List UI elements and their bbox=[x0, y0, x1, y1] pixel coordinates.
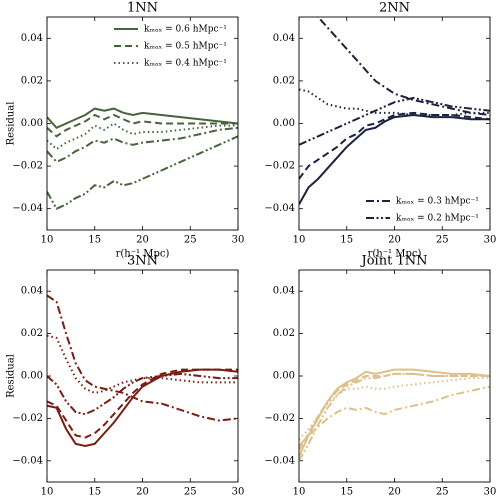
y-tick-label: 0.02 bbox=[273, 75, 295, 86]
x-tick-label: 25 bbox=[436, 487, 449, 498]
series-line bbox=[299, 96, 490, 146]
y-tick-label: 0.02 bbox=[273, 328, 295, 339]
series-line bbox=[299, 372, 490, 451]
x-axis-label: r(h⁻¹ Mpc) bbox=[116, 249, 170, 260]
panel-title: 2NN bbox=[379, 1, 410, 16]
x-tick-label: 30 bbox=[232, 235, 245, 246]
panel-title: Joint 1NN bbox=[360, 254, 428, 269]
x-tick-label: 15 bbox=[340, 235, 353, 246]
series-line bbox=[47, 126, 238, 164]
axes-frame bbox=[46, 16, 239, 231]
panel: 3NNr(h⁻¹ Mpc)Residual1015202530−0.04−0.0… bbox=[6, 254, 245, 498]
y-axis-label: Residual bbox=[6, 354, 17, 398]
x-tick-label: 15 bbox=[88, 235, 101, 246]
x-tick-label: 10 bbox=[293, 487, 306, 498]
x-tick-label: 30 bbox=[484, 487, 497, 498]
x-tick-label: 25 bbox=[184, 235, 197, 246]
x-tick-label: 30 bbox=[232, 487, 245, 498]
x-tick-label: 30 bbox=[484, 235, 497, 246]
series-line bbox=[299, 385, 490, 447]
y-tick-label: −0.02 bbox=[12, 413, 43, 424]
x-axis-label: r(h⁻¹ Mpc) bbox=[368, 249, 422, 260]
axes-frame bbox=[46, 269, 239, 483]
panel-title: 1NN bbox=[127, 1, 158, 16]
series-line bbox=[47, 372, 238, 416]
x-tick-label: 10 bbox=[41, 487, 54, 498]
series-line bbox=[47, 368, 238, 439]
x-tick-label: 20 bbox=[388, 487, 401, 498]
panel-title: 3NN bbox=[127, 254, 158, 269]
axes-frame bbox=[298, 16, 491, 231]
series-line bbox=[47, 122, 238, 151]
legend-label: kₘₐₓ = 0.3 hMpc⁻¹ bbox=[396, 197, 479, 207]
y-tick-label: 0.00 bbox=[21, 118, 43, 129]
series-line bbox=[47, 113, 238, 138]
y-tick-label: 0.04 bbox=[273, 33, 295, 44]
x-tick-label: 25 bbox=[436, 235, 449, 246]
y-tick-label: −0.04 bbox=[264, 455, 295, 466]
y-tick-label: 0.02 bbox=[21, 328, 43, 339]
y-tick-label: 0.02 bbox=[21, 75, 43, 86]
legend-label: kₘₐₓ = 0.4 hMpc⁻¹ bbox=[144, 59, 227, 69]
x-tick-label: 20 bbox=[136, 235, 149, 246]
y-tick-label: 0.04 bbox=[21, 33, 43, 44]
y-tick-label: −0.02 bbox=[12, 161, 43, 172]
y-tick-label: −0.02 bbox=[264, 413, 295, 424]
y-tick-label: −0.02 bbox=[264, 161, 295, 172]
y-tick-label: 0.00 bbox=[21, 371, 43, 382]
series-line bbox=[316, 17, 490, 116]
series-line bbox=[47, 135, 238, 210]
series-line bbox=[299, 113, 490, 205]
series-line bbox=[299, 368, 490, 457]
x-tick-label: 15 bbox=[340, 487, 353, 498]
x-tick-label: 20 bbox=[388, 235, 401, 246]
y-tick-label: 0.04 bbox=[21, 286, 43, 297]
panel: 2NN r(h⁻¹ Mpc) 10 15 20 25 30 −0.04 −0.02 0.00 0.0… bbox=[264, 1, 497, 260]
y-tick-label: 0.00 bbox=[273, 371, 295, 382]
y-axis-label: Residual bbox=[6, 102, 17, 146]
series-line bbox=[47, 368, 238, 447]
series-line bbox=[299, 377, 490, 441]
series-line bbox=[47, 334, 238, 395]
series-line bbox=[47, 294, 238, 422]
x-tick-label: 10 bbox=[41, 235, 54, 246]
legend-label: kₘₐₓ = 0.5 hMpc⁻¹ bbox=[144, 42, 227, 52]
y-tick-label: −0.04 bbox=[264, 203, 295, 214]
legend-label: kₘₐₓ = 0.2 hMpc⁻¹ bbox=[396, 214, 479, 224]
series-line bbox=[299, 111, 490, 180]
y-tick-label: −0.04 bbox=[12, 455, 43, 466]
y-tick-label: 0.04 bbox=[273, 286, 295, 297]
y-tick-label: 0.00 bbox=[273, 118, 295, 129]
series-line bbox=[299, 372, 490, 462]
x-tick-label: 15 bbox=[88, 487, 101, 498]
legend-label: kₘₐₓ = 0.6 hMpc⁻¹ bbox=[144, 25, 227, 35]
axes-frame bbox=[298, 269, 491, 483]
x-tick-label: 10 bbox=[293, 235, 306, 246]
panel: 1NN r(h⁻¹ Mpc) Residual 10 15 20 25 30 −0.04 −0.0… bbox=[6, 1, 245, 260]
x-tick-label: 20 bbox=[136, 487, 149, 498]
x-tick-label: 25 bbox=[184, 487, 197, 498]
y-tick-label: −0.04 bbox=[12, 203, 43, 214]
series-line bbox=[47, 107, 238, 129]
